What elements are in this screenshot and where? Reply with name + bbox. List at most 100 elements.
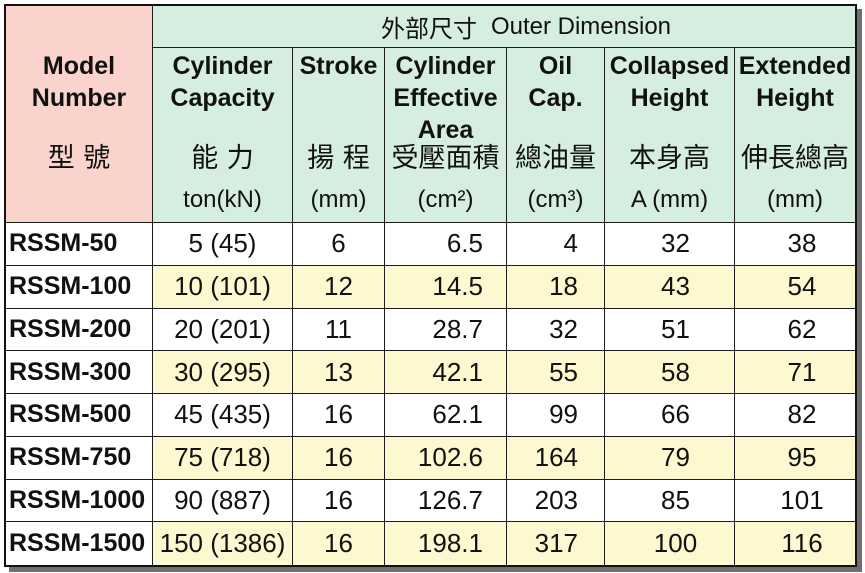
header-unit-label: A (mm) [630, 186, 709, 213]
outer-dimension-en-label: Outer Dimension [490, 12, 672, 40]
table-header: Model Number 型 號 外部尺寸 Outer Dimension Cy… [6, 6, 855, 223]
header-en-line: Stroke [299, 52, 378, 80]
header-en-block: Collapsed Height [605, 50, 734, 146]
cell-stroke: 16 [293, 479, 385, 523]
cell-oil-cap: 164 [507, 436, 605, 480]
outer-dimension-zh-label: 外部尺寸 [380, 15, 477, 43]
table-row: RSSM-750 75 (718) 16 102.6 164 79 95 [6, 436, 855, 480]
cell-capacity: 30 (295) [153, 351, 293, 394]
cell-extended-height: 116 [735, 522, 855, 565]
header-en-line: Oil [538, 52, 573, 80]
cell-capacity: 90 (887) [153, 479, 293, 523]
cell-effective-area: 28.7 [385, 308, 507, 352]
cell-effective-area: 14.5 [385, 265, 507, 309]
header-unit-label: (mm) [310, 186, 367, 213]
column-header-extended-height: Extended Height 伸長總高 (mm) [735, 48, 855, 223]
header-en-line: Cap. [528, 84, 583, 112]
header-en-block: Model Number [6, 50, 152, 146]
spec-table: Model Number 型 號 外部尺寸 Outer Dimension Cy… [4, 4, 857, 567]
header-en-line: Cylinder [172, 52, 273, 80]
header-en-line: Height [630, 84, 709, 112]
column-header-collapsed-height: Collapsed Height 本身高 A (mm) [605, 48, 735, 223]
cell-oil-cap: 32 [507, 308, 605, 352]
header-en-line: Model [42, 52, 116, 80]
cell-capacity: 75 (718) [153, 436, 293, 480]
cell-capacity: 150 (1386) [153, 522, 293, 565]
cell-oil-cap: 203 [507, 479, 605, 523]
table-body: RSSM-50 5 (45) 6 6.5 4 32 38 RSSM-100 10… [6, 223, 855, 565]
cell-extended-height: 101 [735, 479, 855, 523]
header-en-block: Cylinder Capacity [153, 50, 292, 146]
cell-model: RSSM-100 [6, 265, 153, 309]
header-unit-label: (cm²) [417, 186, 474, 213]
cell-extended-height: 95 [735, 436, 855, 480]
cell-stroke: 16 [293, 522, 385, 565]
cell-model: RSSM-750 [6, 436, 153, 480]
cell-model: RSSM-50 [6, 223, 153, 266]
cell-effective-area: 62.1 [385, 394, 507, 437]
cell-collapsed-height: 85 [605, 479, 735, 523]
header-en-block: Extended Height [735, 50, 855, 146]
header-en-line: Collapsed [609, 52, 730, 80]
table-row: RSSM-100 10 (101) 12 14.5 18 43 54 [6, 265, 855, 309]
header-zh-label: 型 號 [47, 143, 111, 174]
model-number-header: Model Number 型 號 [6, 6, 153, 223]
table-row: RSSM-50 5 (45) 6 6.5 4 32 38 [6, 223, 855, 266]
table-row: RSSM-1500 150 (1386) 16 198.1 317 100 11… [6, 522, 855, 565]
cell-oil-cap: 18 [507, 265, 605, 309]
cell-effective-area: 6.5 [385, 223, 507, 266]
cell-model: RSSM-1000 [6, 479, 153, 523]
cell-collapsed-height: 100 [605, 522, 735, 565]
cell-collapsed-height: 32 [605, 223, 735, 266]
cell-stroke: 16 [293, 394, 385, 437]
column-header-cylinder-effective-area: Cylinder Effective Area 受壓面積 (cm²) [385, 48, 507, 223]
cell-extended-height: 82 [735, 394, 855, 437]
cell-extended-height: 38 [735, 223, 855, 266]
header-zh-label: 伸長總高 [741, 143, 849, 174]
header-zh-label: 受壓面積 [391, 143, 500, 174]
cell-collapsed-height: 51 [605, 308, 735, 352]
header-zh-label: 能 力 [191, 143, 254, 174]
cell-extended-height: 71 [735, 351, 855, 394]
cell-model: RSSM-300 [6, 351, 153, 394]
cell-stroke: 11 [293, 308, 385, 352]
cell-oil-cap: 317 [507, 522, 605, 565]
header-en-line: Capacity [170, 84, 275, 112]
cell-effective-area: 198.1 [385, 522, 507, 565]
cell-extended-height: 54 [735, 265, 855, 309]
cell-stroke: 13 [293, 351, 385, 394]
column-header-stroke: Stroke 揚 程 (mm) [293, 48, 385, 223]
outer-dimension-header: 外部尺寸 Outer Dimension [153, 6, 855, 48]
header-unit-label: (mm) [767, 186, 823, 213]
header-zh-label: 揚 程 [307, 143, 370, 174]
table-row: RSSM-300 30 (295) 13 42.1 55 58 71 [6, 351, 855, 394]
header-en-line: Effective [393, 84, 498, 112]
header-en-block: Cylinder Effective Area [385, 50, 506, 146]
header-en-block: Oil Cap. [507, 50, 604, 146]
column-header-oil-cap: Oil Cap. 總油量 (cm³) [507, 48, 605, 223]
cell-collapsed-height: 79 [605, 436, 735, 480]
header-en-line: Number [31, 84, 127, 112]
cell-oil-cap: 4 [507, 223, 605, 266]
cell-stroke: 16 [293, 436, 385, 480]
header-zh-label: 本身高 [629, 143, 710, 174]
cell-model: RSSM-1500 [6, 522, 153, 565]
cell-effective-area: 102.6 [385, 436, 507, 480]
header-en-line: Height [756, 84, 834, 112]
cell-capacity: 5 (45) [153, 223, 293, 266]
header-unit-label: ton(kN) [183, 186, 262, 213]
cell-collapsed-height: 43 [605, 265, 735, 309]
cell-capacity: 45 (435) [153, 394, 293, 437]
header-en-block: Stroke [293, 50, 384, 146]
column-header-cylinder-capacity: Cylinder Capacity 能 力 ton(kN) [153, 48, 293, 223]
cell-collapsed-height: 58 [605, 351, 735, 394]
cell-oil-cap: 99 [507, 394, 605, 437]
cell-model: RSSM-200 [6, 308, 153, 352]
header-zh-label: 總油量 [515, 143, 596, 174]
header-en-line: Cylinder [395, 52, 496, 80]
table-row: RSSM-500 45 (435) 16 62.1 99 66 82 [6, 394, 855, 437]
cell-capacity: 10 (101) [153, 265, 293, 309]
cell-collapsed-height: 66 [605, 394, 735, 437]
cell-oil-cap: 55 [507, 351, 605, 394]
header-en-line: Extended [738, 52, 852, 80]
